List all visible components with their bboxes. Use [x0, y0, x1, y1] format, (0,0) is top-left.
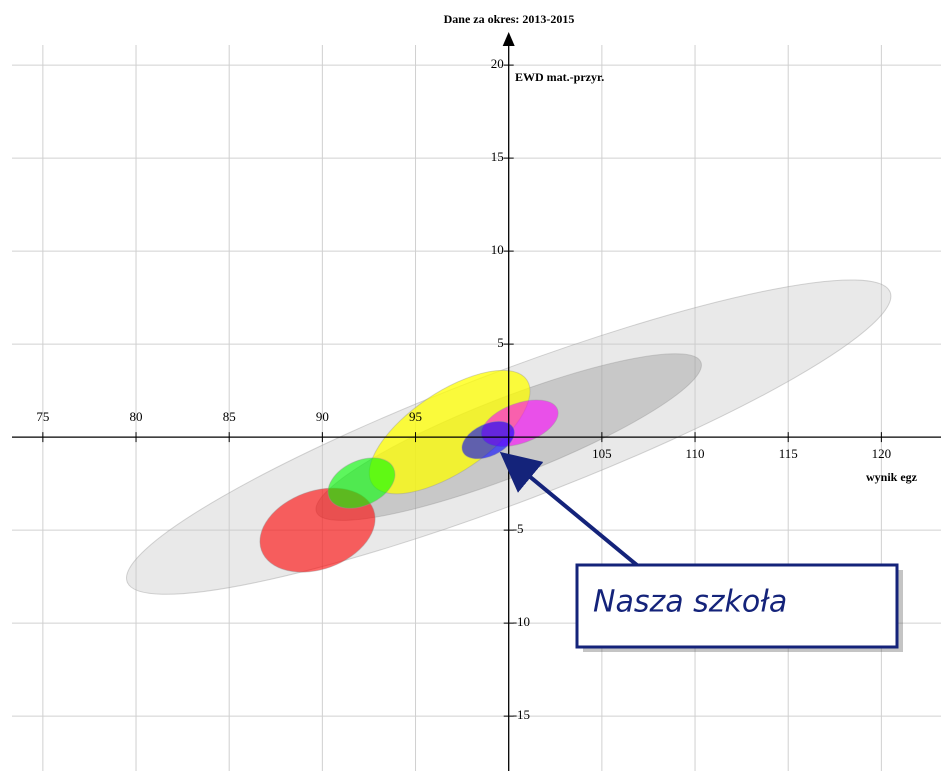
- x-tick-label: 90: [316, 409, 329, 424]
- y-axis-arrow: [502, 32, 515, 46]
- x-axis-label: wynik egz: [866, 470, 918, 484]
- x-tick-label: 80: [130, 409, 143, 424]
- x-tick-label: 75: [36, 409, 49, 424]
- x-tick-label: 120: [872, 446, 892, 461]
- y-tick-label: 5: [497, 335, 504, 350]
- ellipse: [259, 487, 376, 573]
- x-tick-label: 95: [409, 409, 422, 424]
- y-tick-label: -15: [513, 707, 530, 722]
- chart-title: Dane za okres: 2013-2015: [444, 12, 575, 26]
- annotation-arrow: [499, 451, 657, 582]
- y-axis-label: EWD mat.-przyr.: [515, 70, 604, 84]
- x-tick-label: 105: [592, 446, 612, 461]
- annotation-box: [575, 563, 899, 649]
- annotation-text: Nasza szkoła: [593, 585, 787, 620]
- y-tick-label: -5: [513, 521, 524, 536]
- x-tick-label: 110: [686, 446, 705, 461]
- ellipse: [461, 420, 515, 460]
- y-tick-label: -10: [513, 614, 530, 629]
- y-tick-label: 20: [491, 56, 504, 71]
- x-tick-label: 85: [223, 409, 236, 424]
- x-tick-label: 115: [779, 446, 798, 461]
- y-tick-label: 10: [491, 242, 504, 257]
- ellipse: [327, 457, 396, 509]
- y-tick-label: 15: [491, 149, 504, 164]
